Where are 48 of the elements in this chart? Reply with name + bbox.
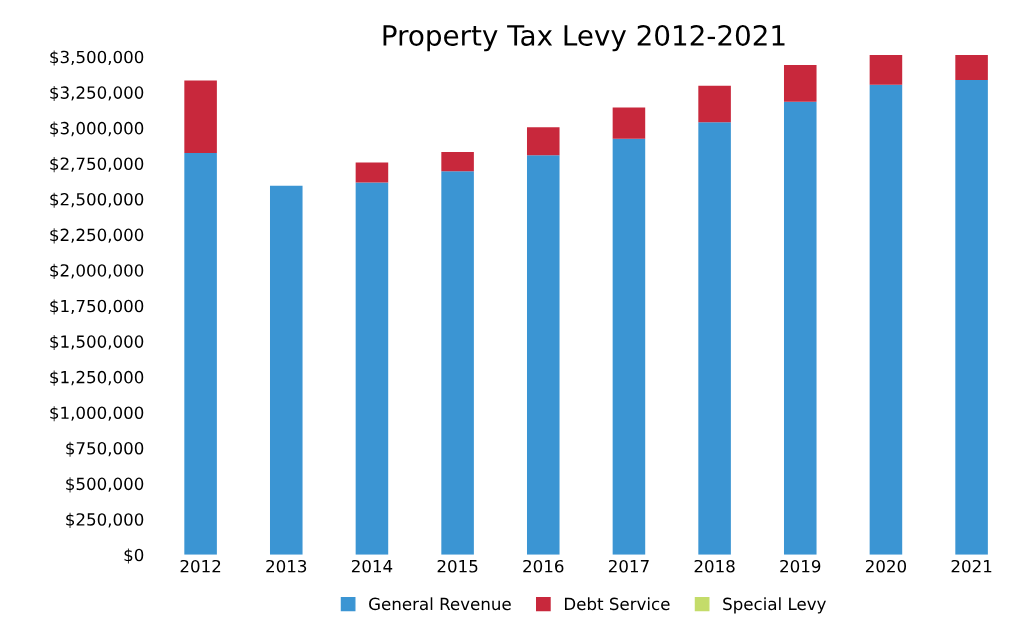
bar (698, 85, 731, 123)
bar (355, 162, 389, 183)
bar (869, 84, 903, 555)
bar (355, 182, 389, 555)
bar (441, 151, 474, 172)
y-tick-label: $1,000,000 (50, 406, 144, 422)
bar (184, 152, 217, 555)
y-tick-label: $3,000,000 (50, 121, 144, 137)
bar (783, 64, 817, 102)
bar (698, 122, 731, 555)
bar (441, 171, 474, 555)
y-tick-label: $3,250,000 (50, 85, 144, 102)
x-tick-label: 2021 (951, 559, 992, 573)
y-tick-label: $3,500,000 (50, 50, 144, 66)
x-tick-label: 2015 (437, 559, 478, 573)
x-tick-label: 2017 (608, 559, 649, 573)
bar (526, 127, 560, 156)
bar (955, 79, 988, 555)
chart-title: Property Tax Levy 2012-2021 (383, 24, 785, 52)
y-tick-label: $1,250,000 (50, 370, 144, 386)
y-tick-label: $750,000 (66, 441, 144, 457)
bar (184, 80, 217, 153)
bar (955, 55, 988, 80)
y-tick-label: $2,000,000 (50, 263, 144, 279)
bar (269, 185, 303, 555)
bar (783, 101, 817, 555)
x-tick-label: 2019 (780, 559, 821, 573)
bar (612, 107, 646, 139)
x-tick-label: 2016 (523, 559, 564, 573)
x-tick-label: 2013 (266, 559, 307, 573)
y-tick-label: $2,250,000 (50, 228, 144, 244)
legend-label: General Revenue (369, 597, 511, 611)
x-tick-label: 2012 (180, 559, 221, 573)
y-tick-label: $2,750,000 (50, 157, 144, 173)
x-tick-label: 2018 (694, 559, 735, 573)
y-tick-label: $1,500,000 (50, 334, 144, 351)
x-tick-label: 2020 (865, 559, 907, 573)
legend-label: Special Levy (723, 597, 826, 614)
y-tick-label: $250,000 (66, 512, 144, 528)
legend-label: Debt Service (564, 597, 670, 611)
bar (612, 138, 646, 555)
y-tick-label: $0 (124, 548, 144, 564)
y-tick-label: $500,000 (66, 477, 144, 493)
y-tick-label: $1,750,000 (50, 299, 144, 315)
bar (526, 155, 560, 555)
bar (869, 55, 903, 85)
x-tick-label: 2014 (351, 559, 393, 573)
y-tick-label: $2,500,000 (50, 192, 144, 208)
